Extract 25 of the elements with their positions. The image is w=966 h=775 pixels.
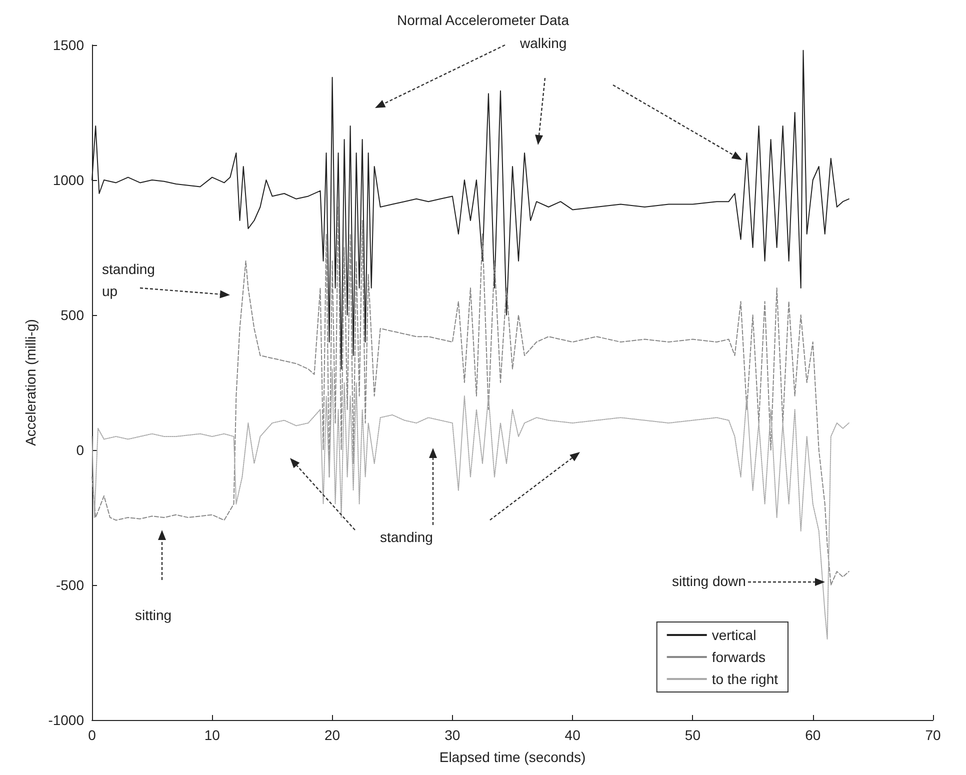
x-axis-title: Elapsed time (seconds) xyxy=(439,749,586,765)
y-tick-label: -1000 xyxy=(48,712,84,728)
x-tick-label: 30 xyxy=(444,727,460,743)
x-tick-label: 60 xyxy=(805,727,821,743)
x-tick-label: 40 xyxy=(564,727,581,743)
chart-title: Normal Accelerometer Data xyxy=(397,12,570,28)
y-tick-label: 1000 xyxy=(52,172,84,188)
x-tick-label: 50 xyxy=(684,727,701,743)
x-tick-label: 70 xyxy=(925,727,941,743)
y-tick-label: 0 xyxy=(76,442,84,458)
legend-label: to the right xyxy=(712,671,778,687)
y-tick-label: -500 xyxy=(56,577,84,593)
annotation: sitting down xyxy=(672,573,746,589)
y-axis-title: Acceleration (milli-g) xyxy=(22,319,38,446)
annotation: standing up xyxy=(102,261,159,299)
x-tick-label: 10 xyxy=(204,727,220,743)
annotation: sitting xyxy=(135,607,172,623)
legend-label: vertical xyxy=(712,627,756,643)
annotation: walking xyxy=(519,35,567,51)
y-tick-label: 500 xyxy=(60,307,84,323)
annotation: standing xyxy=(380,529,433,545)
x-tick-label: 0 xyxy=(88,727,96,743)
legend-label: forwards xyxy=(712,649,766,665)
x-tick-label: 20 xyxy=(324,727,340,743)
y-tick-label: 1500 xyxy=(52,37,84,53)
